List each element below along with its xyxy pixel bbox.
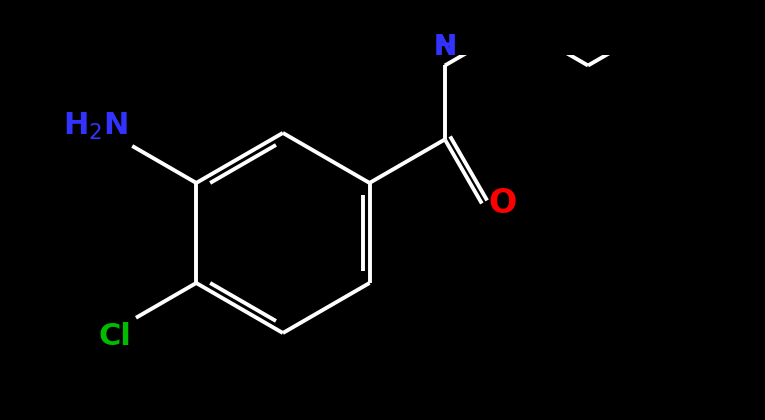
Text: Cl: Cl [99, 322, 132, 351]
Text: N: N [433, 1, 457, 61]
Text: H: H [433, 33, 457, 61]
Text: H$_2$N: H$_2$N [63, 110, 128, 142]
Text: O: O [489, 187, 517, 220]
